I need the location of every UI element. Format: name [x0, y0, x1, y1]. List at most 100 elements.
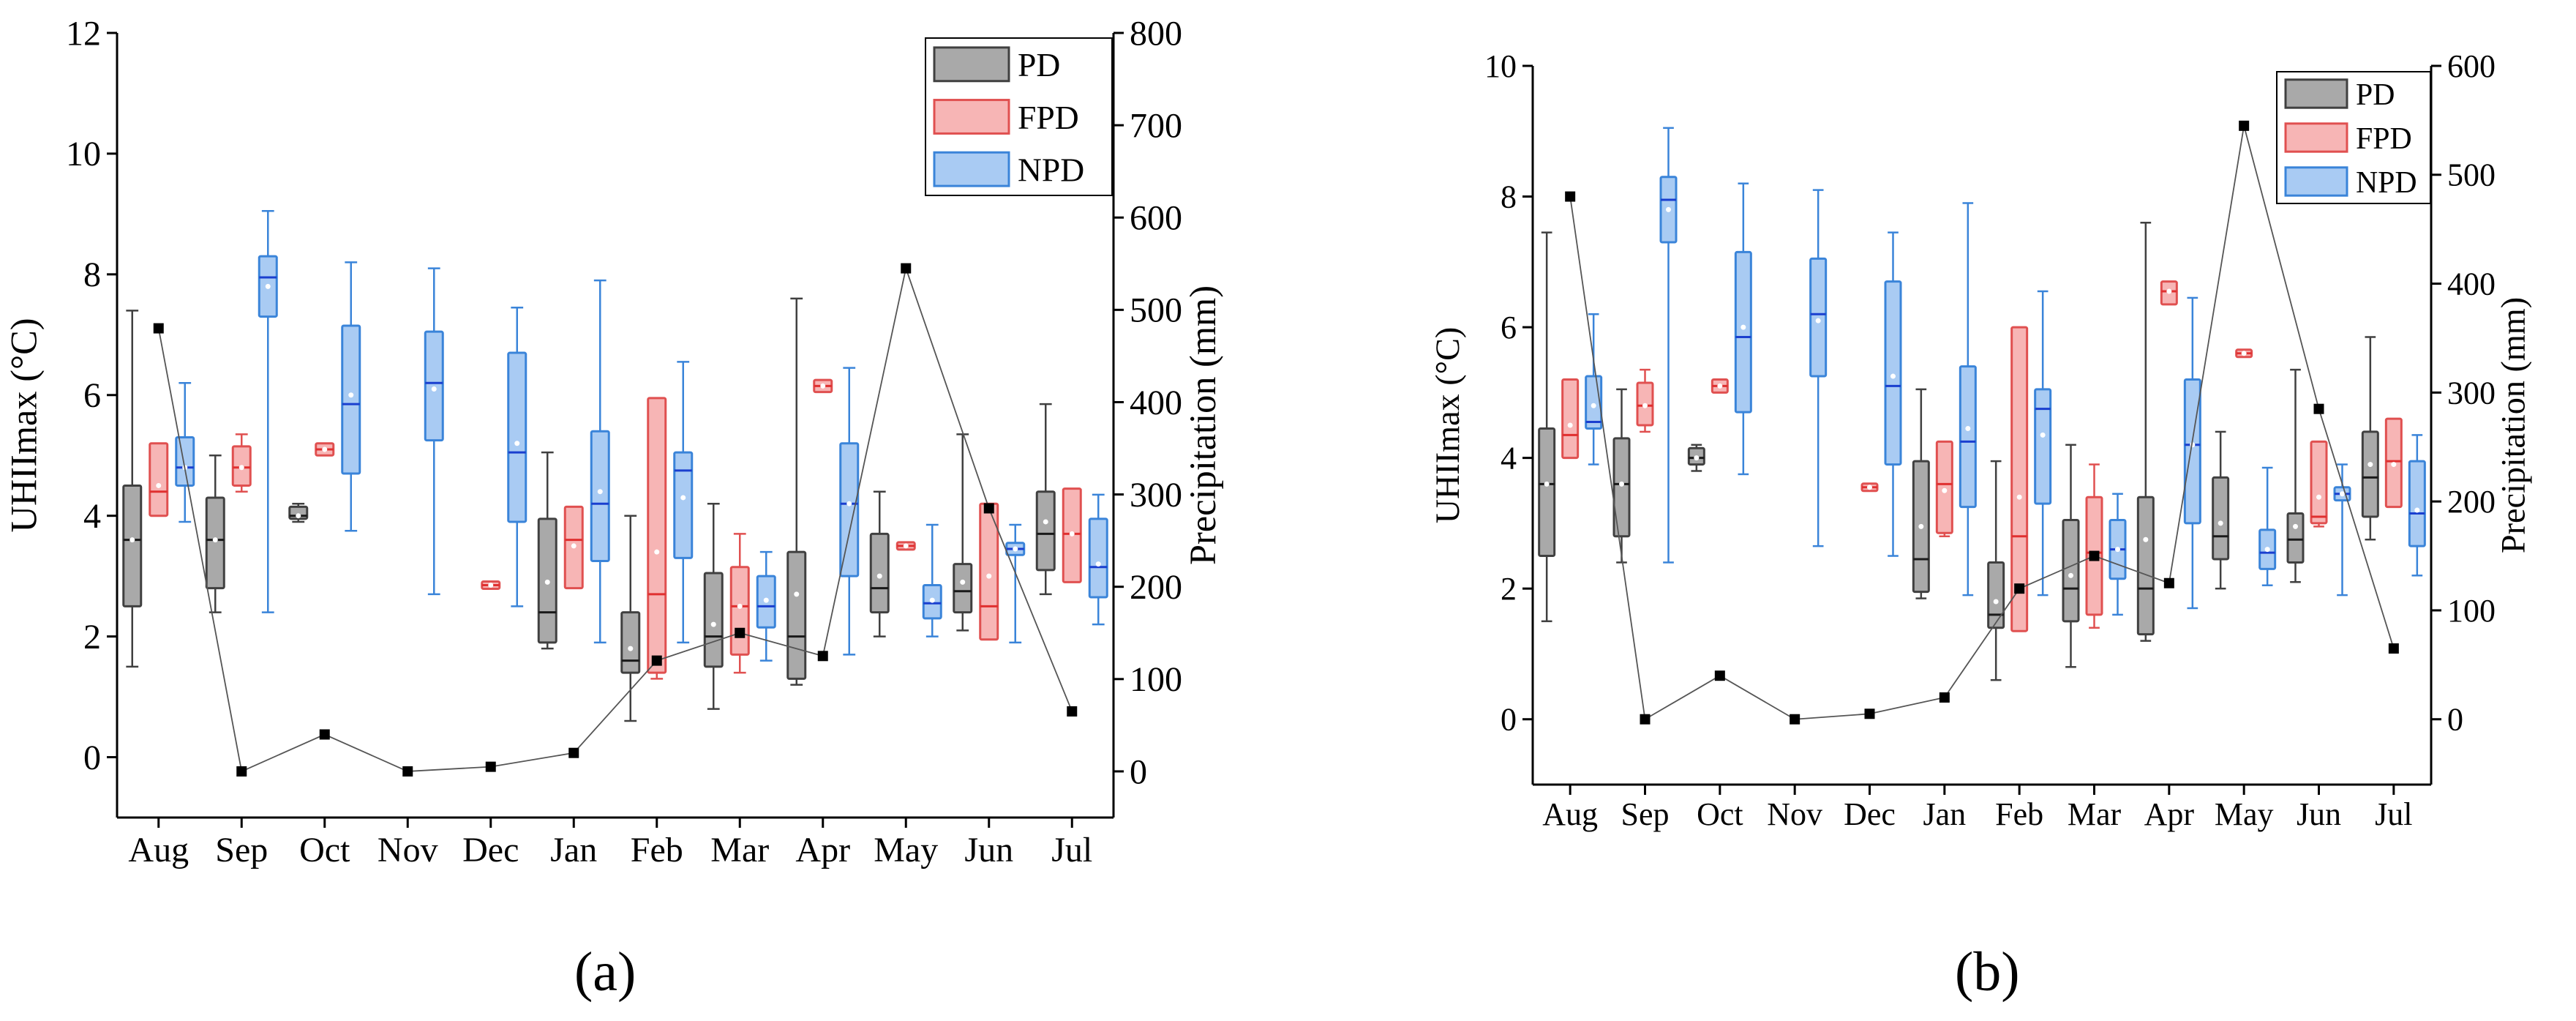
box-mean-point [1013, 546, 1018, 552]
x-tick-label: Jan [1923, 796, 1967, 832]
box-mean-point [571, 543, 577, 549]
box-mean-point [544, 579, 550, 585]
precipitation-marker [568, 747, 579, 758]
box-mean-point [628, 646, 634, 651]
x-tick-label: Jan [550, 831, 597, 869]
box-mean-point [903, 543, 909, 549]
box-npd [673, 451, 694, 559]
x-tick-label: Dec [1844, 796, 1896, 832]
box-mean-point [2016, 494, 2022, 500]
box-mean-point [2367, 462, 2373, 468]
y-axis-title: UHIImax (°C) [4, 318, 45, 532]
box-npd [1884, 280, 1902, 466]
precipitation-marker [735, 627, 746, 638]
box-mean-point [1965, 425, 1971, 431]
x-tick-label: Apr [795, 831, 850, 869]
box-npd [1959, 365, 1977, 509]
box-mean-point [1890, 373, 1896, 379]
box-mean-point [239, 465, 244, 471]
y2-axis-title: Precipitation (mm) [2495, 297, 2532, 553]
box-mean-point [514, 441, 520, 446]
precipitation-marker [983, 503, 994, 514]
precipitation-line [1569, 125, 2395, 721]
panel-label-a: (a) [574, 941, 637, 1003]
box-npd [2408, 460, 2426, 547]
x-tick-label: Mar [2068, 796, 2122, 832]
box-mean-point [2068, 572, 2073, 578]
box-mean-point [794, 591, 800, 597]
box-mean-point [1815, 318, 1821, 323]
y2-tick-label: 0 [2447, 702, 2463, 738]
box-mean-point [986, 573, 992, 579]
box-mean-point [1619, 481, 1624, 487]
box-mean-point [2414, 507, 2420, 513]
box-mean-point [431, 386, 437, 392]
y2-tick-label: 200 [2447, 484, 2496, 520]
y2-tick-label: 200 [1130, 568, 1182, 607]
box-npd [1809, 257, 1828, 378]
box-npd [839, 442, 860, 577]
box-pd [205, 496, 225, 590]
precipitation-marker [1565, 191, 1576, 202]
box-mean-point [2293, 523, 2298, 529]
box-mean-point [1544, 481, 1550, 487]
precipitation-marker [153, 323, 164, 334]
box-npd [341, 324, 361, 475]
legend-swatch-fpd [933, 99, 1010, 135]
box-npd [2034, 388, 2052, 505]
box-npd [507, 351, 527, 523]
box-pd [869, 532, 890, 614]
box-mean-point [737, 603, 743, 609]
box-mean-point [1717, 383, 1723, 389]
precipitation-marker [2089, 550, 2100, 561]
legend-label-pd: PD [2356, 78, 2395, 112]
y-tick-label: 0 [83, 738, 101, 777]
box-npd [175, 435, 195, 487]
box-mean-point [1069, 531, 1075, 536]
y-tick-label: 10 [1484, 48, 1517, 84]
box-fpd [1935, 440, 1953, 534]
box-mean-point [1694, 455, 1700, 461]
box-mean-point [1591, 403, 1596, 408]
box-mean-point [820, 383, 826, 389]
box-pd [1035, 490, 1056, 572]
legend-label-fpd: FPD [1018, 99, 1079, 136]
y-tick-label: 2 [83, 618, 101, 657]
precipitation-marker [1714, 670, 1725, 681]
y2-tick-label: 500 [2447, 157, 2496, 193]
x-tick-label: Sep [215, 831, 268, 869]
precipitation-marker [1640, 714, 1651, 725]
y-tick-label: 4 [83, 497, 101, 536]
panel-label-b: (b) [1955, 941, 2020, 1003]
box-mean-point [1741, 324, 1746, 330]
y-tick-label: 4 [1501, 441, 1517, 476]
precipitation-marker [1790, 714, 1800, 725]
box-npd [1734, 250, 1752, 414]
y-tick-label: 10 [66, 135, 101, 173]
precipitation-marker [402, 766, 413, 777]
x-tick-label: Nov [378, 831, 438, 869]
box-mean-point [156, 482, 162, 488]
box-mean-point [1095, 561, 1101, 567]
y-tick-label: 8 [83, 255, 101, 294]
box-mean-point [348, 392, 354, 398]
box-mean-point [2115, 547, 2120, 553]
box-mean-point [654, 549, 660, 555]
precipitation-line [157, 266, 1073, 773]
legend-label-pd: PD [1018, 46, 1060, 83]
box-npd [590, 430, 610, 563]
y2-tick-label: 0 [1130, 752, 1147, 791]
legend-swatch-npd [933, 151, 1010, 187]
y-tick-label: 2 [1501, 571, 1517, 607]
box-mean-point [1918, 523, 1924, 529]
precipitation-marker [2313, 403, 2324, 414]
y2-tick-label: 800 [1130, 14, 1182, 53]
legend-swatch-npd [2284, 166, 2348, 197]
precipitation-marker [485, 761, 496, 772]
x-tick-label: Apr [2144, 796, 2195, 832]
x-tick-label: Sep [1621, 796, 1670, 832]
legend-label-fpd: FPD [2356, 122, 2412, 156]
y2-tick-label: 300 [2447, 375, 2496, 411]
box-mean-point [1867, 485, 1872, 490]
